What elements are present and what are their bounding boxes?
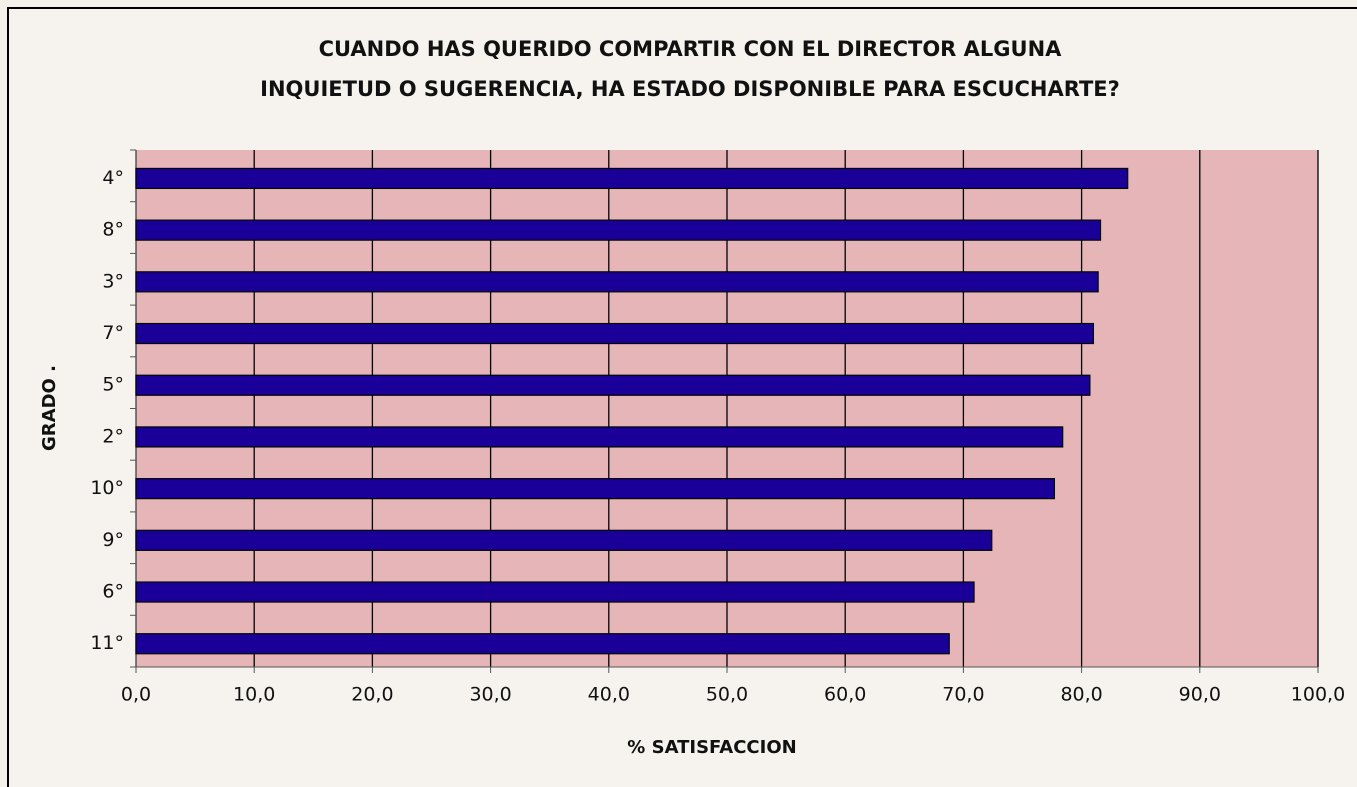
x-tick-label: 10,0	[233, 684, 275, 706]
y-tick-label: 4°	[102, 167, 124, 189]
y-tick-label: 2°	[102, 425, 124, 447]
bar	[135, 478, 1056, 500]
x-tick-label: 100,0	[1291, 684, 1345, 706]
x-tick-label: 70,0	[942, 684, 984, 706]
bar	[135, 219, 1102, 241]
bar	[135, 581, 975, 603]
y-tick-label: 8°	[102, 219, 124, 241]
y-tick-label: 11°	[90, 632, 124, 654]
y-tick-label: 3°	[102, 270, 124, 292]
x-tick-label: 80,0	[1060, 684, 1102, 706]
bar	[135, 374, 1091, 396]
bar	[135, 529, 993, 551]
bar	[135, 322, 1095, 345]
bar	[135, 271, 1099, 293]
y-tick-label: 5°	[102, 374, 124, 396]
x-tick-label: 60,0	[824, 684, 866, 706]
y-tick-label: 9°	[102, 529, 124, 551]
bar	[135, 167, 1129, 190]
x-tick-label: 0,0	[121, 684, 151, 706]
x-tick-label: 90,0	[1179, 684, 1221, 706]
x-tick-label: 40,0	[588, 684, 630, 706]
bar	[135, 426, 1064, 448]
y-axis-title: GRADO .	[39, 365, 60, 451]
bar	[135, 633, 950, 655]
chart-title: INQUIETUD O SUGERENCIA, HA ESTADO DISPON…	[260, 77, 1120, 101]
y-tick-label: 6°	[102, 581, 124, 603]
y-tick-label: 10°	[90, 477, 124, 499]
y-tick-label: 7°	[102, 322, 124, 344]
x-tick-label: 30,0	[469, 684, 511, 706]
x-tick-label: 50,0	[706, 684, 748, 706]
x-tick-label: 20,0	[351, 684, 393, 706]
x-axis-title: % SATISFACCION	[627, 737, 796, 758]
chart-title: CUANDO HAS QUERIDO COMPARTIR CON EL DIRE…	[319, 37, 1063, 61]
